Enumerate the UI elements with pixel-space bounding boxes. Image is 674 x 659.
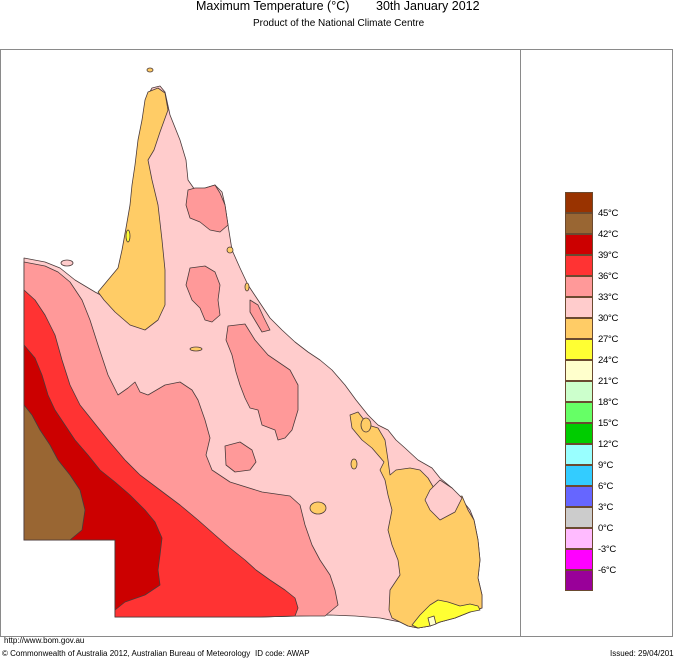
region-33-36-central-3: [224, 441, 257, 473]
blob-27-30: [309, 501, 327, 515]
legend-swatch-18-21: [565, 381, 593, 402]
legend-swatch-24-27: [565, 339, 593, 360]
legend-label: 15°C: [598, 418, 619, 429]
region-33-36-coast: [249, 299, 271, 333]
blob-27-30: [350, 458, 358, 470]
legend-label: -3°C: [598, 544, 616, 555]
legend-label: 6°C: [598, 481, 614, 492]
legend-divider: [520, 49, 521, 637]
legend-swatch-minus6-minus3: [565, 549, 593, 570]
legend-label: 0°C: [598, 523, 614, 534]
subtitle-text: Product of the National Climate Centre: [253, 18, 425, 29]
chart-title: Maximum Temperature (°C) 30th January 20…: [0, 0, 674, 41]
issued-date: Issued: 29/04/2012: [610, 649, 674, 658]
id-code: ID code: AWAP: [255, 649, 310, 658]
legend-label: -6°C: [598, 565, 616, 576]
region-27-30-capeyork: [97, 87, 169, 331]
blob-27-30: [189, 346, 203, 352]
legend-swatch-42-45: [565, 213, 593, 234]
legend-label: 42°C: [598, 229, 619, 240]
blob-27-30: [360, 417, 372, 433]
legend-swatch-45-plus: [565, 192, 593, 213]
legend-label: 45°C: [598, 208, 619, 219]
legend-swatch-30-33: [565, 297, 593, 318]
legend-swatch-39-42: [565, 234, 593, 255]
legend-label: 21°C: [598, 376, 619, 387]
legend-label: 12°C: [598, 439, 619, 450]
legend-label: 33°C: [598, 292, 619, 303]
blob-24-27: [125, 229, 131, 243]
legend-label: 3°C: [598, 502, 614, 513]
region-39-42: [23, 344, 163, 611]
legend-swatch-33-36: [565, 276, 593, 297]
legend-label: 36°C: [598, 271, 619, 282]
legend-swatch-below-minus6: [565, 570, 593, 591]
blob-27-30: [244, 282, 250, 292]
legend-swatch-0-3: [565, 507, 593, 528]
legend-swatch-21-24: [565, 360, 593, 381]
title-date: 30th January 2012: [376, 0, 480, 13]
legend-label: 24°C: [598, 355, 619, 366]
legend-swatch-3-6: [565, 486, 593, 507]
legend-label: 39°C: [598, 250, 619, 261]
legend-swatch-9-12: [565, 444, 593, 465]
legend-swatch-6-9: [565, 465, 593, 486]
source-link[interactable]: http://www.bom.gov.au: [4, 636, 85, 645]
region-42-45: [23, 404, 86, 541]
region-33-36-north: [185, 184, 229, 233]
region-21-24: [427, 615, 437, 627]
legend-swatch-15-18: [565, 402, 593, 423]
legend-label: 18°C: [598, 397, 619, 408]
map-frame: [0, 49, 673, 637]
region-33-36-central-1: [185, 265, 221, 323]
blob-30-33: [60, 259, 74, 267]
legend-label: 30°C: [598, 313, 619, 324]
blob-27-30: [146, 67, 154, 73]
title-text: Maximum Temperature (°C): [196, 0, 350, 13]
region-30-33-se-inlet: [424, 479, 463, 521]
legend-swatch-27-30: [565, 318, 593, 339]
copyright-text: © Commonwealth of Australia 2012, Austra…: [2, 649, 251, 658]
region-33-36-central-2: [225, 323, 299, 441]
legend-label: 27°C: [598, 334, 619, 345]
blob-27-30: [226, 246, 234, 254]
legend-swatch-12-15: [565, 423, 593, 444]
legend-swatch-36-39: [565, 255, 593, 276]
legend-label: 9°C: [598, 460, 614, 471]
legend-swatch-minus3-0: [565, 528, 593, 549]
